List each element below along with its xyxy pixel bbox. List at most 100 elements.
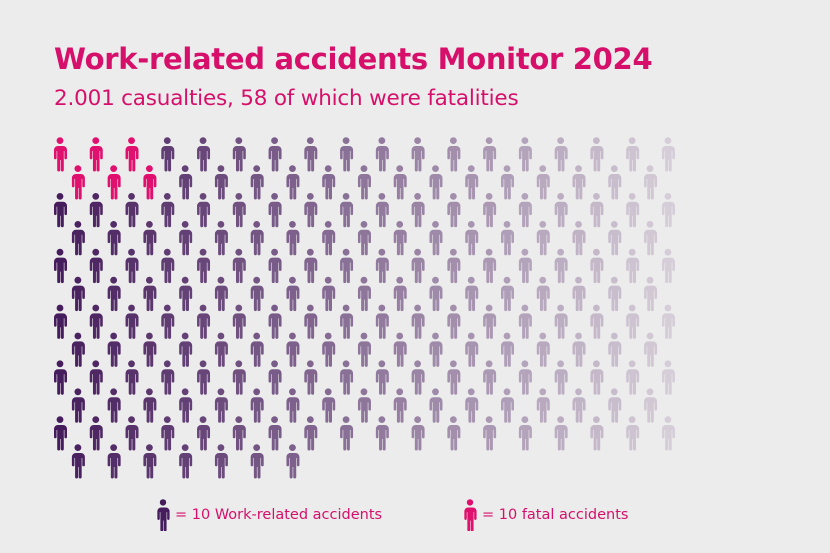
accident-icon (661, 193, 675, 228)
accident-icon (250, 388, 264, 423)
accident-icon (71, 276, 85, 312)
accident-icon (340, 416, 354, 451)
accident-icon (125, 416, 139, 451)
legend-label-fatal: = 10 fatal accidents (482, 507, 629, 523)
accident-icon (608, 388, 622, 423)
accident-icon (71, 221, 85, 256)
accident-icon (626, 360, 640, 395)
accident-icon (536, 276, 550, 312)
accident-icon (143, 221, 157, 256)
accident-icon (590, 137, 604, 172)
accident-icon (357, 276, 371, 312)
fatal-accident-icon (143, 165, 157, 200)
accident-icon (518, 137, 532, 172)
accident-icon (411, 360, 425, 395)
accident-icon (286, 388, 300, 423)
accident-icon (375, 416, 389, 451)
accident-icon (304, 248, 318, 284)
accident-icon (54, 248, 67, 284)
accident-icon (54, 304, 67, 339)
accident-icon (197, 304, 211, 339)
accident-icon (179, 221, 193, 256)
accident-icon (608, 221, 622, 256)
accident-icon (250, 221, 264, 256)
accident-icon (71, 444, 85, 479)
accident-icon (501, 332, 514, 367)
accident-icon (340, 193, 354, 228)
accident-icon (518, 193, 532, 228)
accident-icon (304, 360, 318, 395)
accident-icon (644, 221, 658, 256)
accident-icon (286, 444, 300, 479)
accident-icon (465, 388, 479, 423)
accident-icon (89, 248, 103, 284)
accident-icon (125, 193, 139, 228)
accident-icon (661, 248, 675, 284)
accident-icon (447, 248, 461, 284)
accident-icon (179, 332, 193, 367)
accident-icon (393, 165, 407, 200)
accident-icon (429, 276, 443, 312)
accident-icon (465, 165, 479, 200)
accident-icon (644, 332, 658, 367)
accident-icon (608, 332, 622, 367)
accident-icon (268, 304, 282, 339)
accident-icon (268, 416, 282, 451)
accident-icon (554, 193, 568, 228)
legend-label-accidents: = 10 Work-related accidents (175, 507, 383, 523)
accident-icon (536, 332, 550, 367)
accident-icon (268, 137, 282, 172)
accident-icon (161, 193, 175, 228)
accident-icon (554, 137, 568, 172)
accident-icon (393, 388, 407, 423)
accident-icon (197, 360, 211, 395)
accident-icon (214, 221, 228, 256)
accident-icon (250, 165, 264, 200)
accident-icon (107, 276, 121, 312)
accident-icon (340, 360, 354, 395)
accident-icon (89, 360, 103, 395)
accident-icon (232, 193, 246, 228)
accident-icon (644, 276, 658, 312)
accident-icon (107, 221, 121, 256)
accident-icon (429, 332, 443, 367)
accident-icon (214, 165, 228, 200)
accident-icon (590, 193, 604, 228)
legend-item-accidents: = 10 Work-related accidents (155, 499, 382, 531)
accident-icon (357, 221, 371, 256)
accident-icon (304, 304, 318, 339)
accident-icon (197, 248, 211, 284)
accident-icon (411, 137, 425, 172)
legend-item-fatal: = 10 fatal accidents (462, 499, 628, 531)
accident-icon (501, 276, 514, 312)
accident-icon (447, 193, 461, 228)
accident-icon (143, 276, 157, 312)
accident-icon (411, 304, 425, 339)
accident-icon (483, 248, 497, 284)
accident-icon (626, 248, 640, 284)
accident-icon (483, 416, 497, 451)
accident-icon (590, 416, 604, 451)
accident-icon (393, 276, 407, 312)
accident-icon (232, 137, 246, 172)
accident-icon (322, 332, 336, 367)
accident-icon (250, 332, 264, 367)
accident-icon (447, 416, 461, 451)
accident-icon (322, 388, 336, 423)
accident-icon (125, 248, 139, 284)
accident-icon (71, 332, 85, 367)
accident-icon (250, 444, 264, 479)
accident-icon (179, 444, 193, 479)
accident-icon (54, 360, 67, 395)
accident-icon (483, 360, 497, 395)
accident-icon (483, 193, 497, 228)
accident-icon (661, 416, 675, 451)
accident-icon (572, 165, 586, 200)
accident-icon (375, 193, 389, 228)
accident-icon (393, 332, 407, 367)
accident-icon (125, 360, 139, 395)
accident-icon (411, 193, 425, 228)
accident-icon (661, 360, 675, 395)
accident-icon (375, 304, 389, 339)
